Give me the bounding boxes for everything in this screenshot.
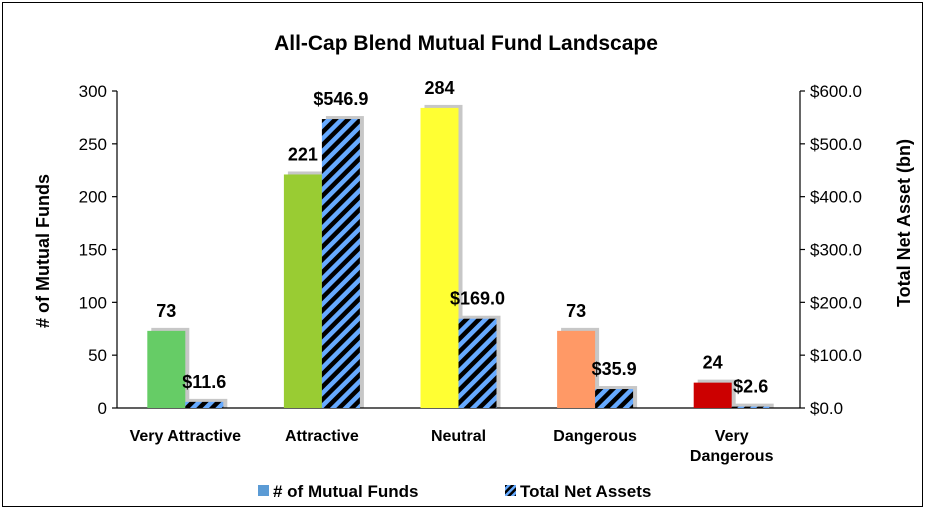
right-tick-label: $400.0 (810, 188, 862, 207)
category-label: Very Attractive (130, 428, 242, 445)
left-tick-label: 100 (79, 293, 107, 312)
right-y-axis: $0.0 $100.0 $200.0 $300.0 $400.0 $500.0 $600.0 (799, 82, 862, 418)
category-label: Very (715, 428, 749, 445)
right-tick-label: $600.0 (810, 82, 862, 101)
chart-title: All-Cap Blend Mutual Fund Landscape (274, 32, 658, 55)
chart-frame: All-Cap Blend Mutual Fund Landscape 0 50 1… (2, 2, 923, 507)
left-tick-label: 250 (79, 135, 107, 154)
category-label-group: Very Attractive Attractive Neutral Dangerou… (130, 428, 774, 465)
category-label: Attractive (285, 428, 359, 445)
funds-bar (283, 174, 322, 408)
left-tick-label: 0 (98, 399, 107, 418)
left-y-axis: 0 50 100 150 200 250 300 (79, 82, 118, 418)
assets-data-label: $11.6 (182, 372, 226, 392)
left-tick-label: 200 (79, 188, 107, 207)
assets-bar (321, 119, 360, 408)
legend-swatch-assets (505, 485, 516, 496)
right-tick-label: $500.0 (810, 135, 862, 154)
assets-data-label: $169.0 (450, 289, 505, 309)
left-tick-label: 300 (79, 82, 107, 101)
left-axis-title: # of Mutual Funds (33, 174, 53, 328)
right-tick-label: $0.0 (810, 399, 843, 418)
right-tick-label: $300.0 (810, 241, 862, 260)
assets-data-label: $35.9 (592, 359, 637, 379)
assets-bar-shadow (735, 403, 774, 408)
assets-bar (731, 406, 770, 408)
category-label: Dangerous (553, 428, 637, 445)
assets-data-label: $2.6 (733, 377, 768, 397)
bar-chart: All-Cap Blend Mutual Fund Landscape 0 50 1… (33, 32, 914, 501)
right-tick-label: $100.0 (810, 346, 862, 365)
left-tick-label: 50 (88, 346, 107, 365)
data-label-group: 73 $11.6 221 $546.9 284 $169.0 73 $35.9 24 $2.6 (156, 78, 768, 397)
right-axis-title: Total Net Asset (bn) (894, 139, 914, 307)
assets-data-label: $546.9 (313, 89, 368, 109)
legend-swatch-funds (258, 485, 269, 496)
right-tick-label: $200.0 (810, 293, 862, 312)
assets-bar (458, 318, 497, 408)
assets-bar (185, 401, 224, 408)
left-tick-label: 150 (79, 241, 107, 260)
funds-data-label: 221 (288, 144, 318, 164)
funds-data-label: 73 (566, 301, 586, 321)
legend: # of Mutual Funds Total Net Assets (258, 482, 651, 501)
funds-bar (557, 330, 596, 408)
funds-data-label: 284 (424, 78, 454, 98)
funds-bar (420, 107, 459, 408)
category-label: Dangerous (690, 448, 774, 465)
funds-bar (147, 330, 186, 408)
assets-bar (595, 389, 634, 408)
funds-bar (693, 382, 732, 408)
funds-data-label: 73 (156, 301, 176, 321)
legend-label-funds: # of Mutual Funds (273, 482, 418, 501)
bar-series-group (147, 104, 774, 408)
category-label: Neutral (431, 428, 486, 445)
funds-data-label: 24 (703, 353, 723, 373)
legend-label-assets: Total Net Assets (520, 482, 651, 501)
